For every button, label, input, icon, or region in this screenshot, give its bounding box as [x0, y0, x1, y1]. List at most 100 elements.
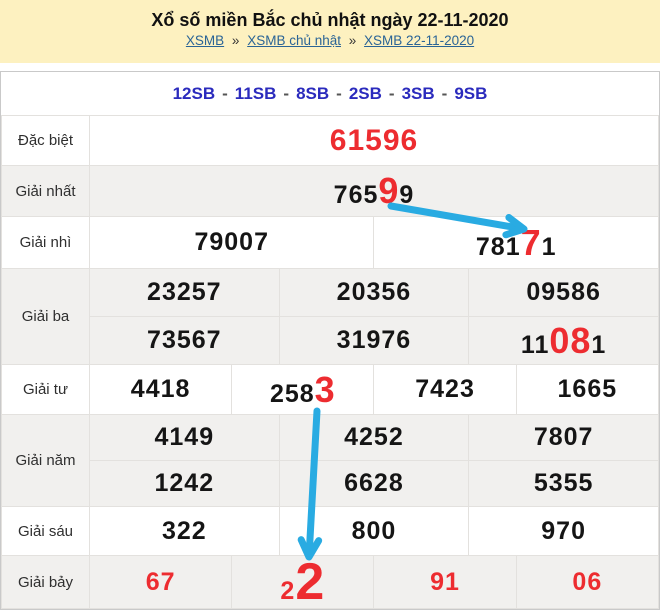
prize-value: 61596 — [89, 115, 659, 166]
prize-label-g7: Giải bảy — [1, 555, 90, 609]
prize-digit-segment: 3 — [314, 368, 336, 410]
breadcrumb-separator: » — [348, 33, 357, 48]
quick-link-separator: - — [441, 83, 448, 103]
prize-value: 4149 — [89, 414, 280, 461]
prize-row-g7: Giải bảy 67 22 91 06 — [1, 553, 660, 611]
breadcrumb-link-xsmb[interactable]: XSMB — [185, 33, 225, 48]
prize-row-g5: Giải năm 4149 4252 7807 — [1, 414, 659, 507]
prize-row-db: Đặc biệt 61596 — [1, 115, 659, 166]
prize-digit-segment: 7807 — [533, 423, 594, 451]
prize-table: Đặc biệt 61596 Giải nhất 76599 Giải nhì 79007… — [1, 115, 660, 611]
prize-digit-segment: 322 — [161, 516, 207, 545]
prize-digit-segment: 5355 — [533, 469, 594, 497]
quick-link-9sb[interactable]: 9SB — [454, 83, 488, 103]
prize-row-g5: 1242 6628 5355 — [1, 460, 659, 507]
prize-value: 11081 — [468, 316, 659, 365]
prize-value: 09586 — [468, 268, 659, 317]
prize-label-g2: Giải nhì — [1, 216, 90, 269]
prize-row-g3: Giải ba 23257 20356 09586 — [1, 268, 659, 365]
prize-value: 5355 — [468, 460, 659, 507]
prize-digit-segment: 800 — [351, 516, 397, 545]
prize-digit-segment: 23257 — [147, 278, 222, 306]
prize-value: 7423 — [373, 364, 517, 415]
prize-label-g4: Giải tư — [1, 364, 90, 415]
quick-links-bar: 12SB - 11SB - 8SB - 2SB - 3SB - 9SB — [1, 72, 659, 115]
prize-digit-segment: 7 — [520, 221, 542, 263]
prize-digit-segment: 6628 — [344, 469, 404, 497]
page-title: Xổ số miền Bắc chủ nhật ngày 22-11-2020 — [151, 10, 509, 30]
quick-link-3sb[interactable]: 3SB — [401, 83, 435, 103]
prize-row-g6: Giải sáu 322 800 970 — [1, 506, 659, 556]
prize-value: 322 — [89, 506, 280, 556]
quick-link-12sb[interactable]: 12SB — [172, 83, 216, 103]
prize-digit-segment: 06 — [572, 567, 603, 596]
prize-value: 79007 — [88, 216, 375, 269]
prize-value: 91 — [373, 555, 517, 609]
prize-digit-segment: 08 — [549, 319, 592, 361]
prize-digit-segment: 91 — [430, 567, 460, 596]
prize-value: 06 — [515, 555, 660, 609]
prize-value: 22 — [231, 553, 375, 611]
prize-label-g5: Giải năm — [1, 414, 90, 507]
prize-digit-segment: 79007 — [194, 228, 269, 256]
prize-digit-segment: 31976 — [336, 326, 412, 354]
prize-value: 31976 — [278, 316, 470, 365]
breadcrumb-link-xsmb-chu-nhat[interactable]: XSMB chủ nhật — [247, 33, 341, 48]
prize-value: 4252 — [278, 414, 470, 461]
result-box: 12SB - 11SB - 8SB - 2SB - 3SB - 9SB Đặc … — [0, 71, 660, 610]
prize-digit-segment: 20356 — [336, 278, 412, 306]
prize-label-g3: Giải ba — [1, 268, 90, 365]
prize-digit-segment: 2 — [280, 577, 296, 605]
breadcrumb: XSMB » XSMB chủ nhật » XSMB 22-11-2020 — [0, 30, 660, 52]
prize-digit-segment: 9 — [399, 181, 415, 209]
prize-value: 1242 — [89, 460, 280, 507]
prize-value: 67 — [88, 555, 233, 609]
prize-value: 1665 — [515, 364, 660, 415]
prize-digit-segment: 4252 — [344, 423, 404, 451]
prize-label-db: Đặc biệt — [1, 115, 90, 166]
prize-row-g3: 73567 31976 11081 — [1, 316, 659, 365]
prize-value: 800 — [278, 506, 470, 556]
prize-value: 6628 — [278, 460, 470, 507]
prize-value: 7807 — [468, 414, 659, 461]
prize-digit-segment: 258 — [269, 379, 315, 408]
quick-link-separator: - — [283, 83, 290, 103]
prize-row-g4: Giải tư 4418 2583 7423 1665 — [1, 364, 660, 415]
quick-link-11sb[interactable]: 11SB — [234, 83, 277, 103]
prize-value: 78171 — [373, 216, 659, 269]
prize-digit-segment: 4149 — [154, 423, 215, 451]
breadcrumb-separator: » — [231, 33, 240, 48]
page-header: Xổ số miền Bắc chủ nhật ngày 22-11-2020 … — [0, 0, 660, 63]
prize-digit-segment: 9 — [378, 170, 400, 211]
quick-link-separator: - — [222, 83, 228, 103]
prize-label-g6: Giải sáu — [1, 506, 90, 556]
prize-label-g1: Giải nhất — [1, 165, 90, 217]
prize-digit-segment: 4418 — [130, 375, 191, 403]
prize-digit-segment: 781 — [475, 232, 521, 261]
quick-link-2sb[interactable]: 2SB — [348, 83, 382, 103]
prize-digit-segment: 2 — [295, 553, 326, 611]
prize-value: 73567 — [89, 316, 280, 365]
prize-value: 4418 — [88, 364, 233, 415]
prize-value: 970 — [468, 506, 659, 556]
prize-value: 76599 — [89, 165, 659, 217]
prize-digit-segment: 67 — [145, 567, 176, 596]
prize-digit-segment: 1242 — [154, 469, 215, 497]
prize-digit-segment: 7423 — [415, 375, 475, 403]
prize-value: 23257 — [89, 268, 280, 317]
prize-value: 2583 — [231, 364, 375, 415]
quick-link-8sb[interactable]: 8SB — [296, 83, 330, 103]
prize-row-g1: Giải nhất 76599 — [1, 165, 659, 217]
prize-digit-segment: 765 — [333, 181, 379, 209]
prize-digit-segment: 1665 — [557, 375, 618, 403]
prize-row-g2: Giải nhì 79007 78171 — [1, 216, 659, 269]
prize-digit-segment: 09586 — [526, 278, 601, 306]
prize-value: 20356 — [278, 268, 470, 317]
prize-digit-segment: 11 — [520, 330, 550, 359]
prize-digit-segment: 970 — [541, 516, 586, 545]
prize-digit-segment: 1 — [541, 232, 557, 261]
breadcrumb-link-xsmb-date[interactable]: XSMB 22-11-2020 — [364, 33, 475, 48]
quick-link-separator: - — [336, 83, 342, 103]
prize-digit-segment: 1 — [591, 330, 607, 359]
quick-link-separator: - — [388, 83, 395, 103]
